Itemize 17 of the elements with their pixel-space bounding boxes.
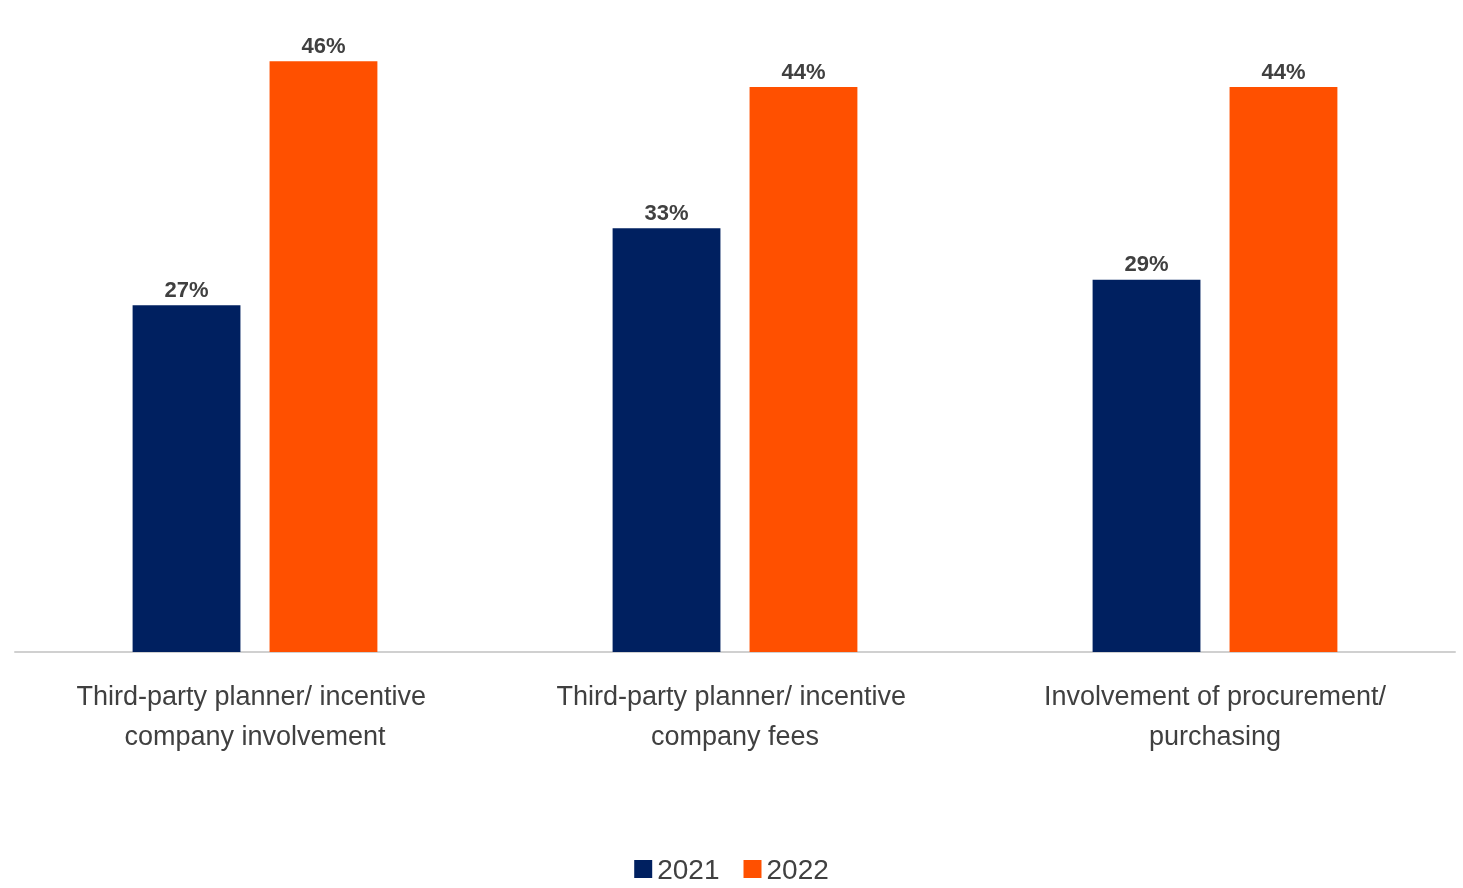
bar [1092, 279, 1201, 652]
data-label: 29% [1124, 251, 1169, 277]
data-label: 33% [644, 199, 689, 225]
data-label: 46% [301, 32, 346, 58]
x-tick-label: Third-party planner/ incentive company fees [556, 681, 914, 751]
bar [132, 305, 241, 652]
data-label: 27% [164, 276, 209, 302]
data-label: 44% [1261, 58, 1306, 84]
legend-label: 2022 [766, 853, 829, 885]
bar [269, 61, 378, 652]
bar [749, 87, 858, 652]
bar [1229, 87, 1338, 652]
x-tick-label: Involvement of procurement/purchasing [1043, 681, 1387, 751]
bar [612, 228, 721, 652]
x-tick-label: Third-party planner/ incentive company involvement [76, 681, 434, 751]
legend-label: 2021 [657, 853, 720, 885]
data-label: 44% [781, 58, 826, 84]
